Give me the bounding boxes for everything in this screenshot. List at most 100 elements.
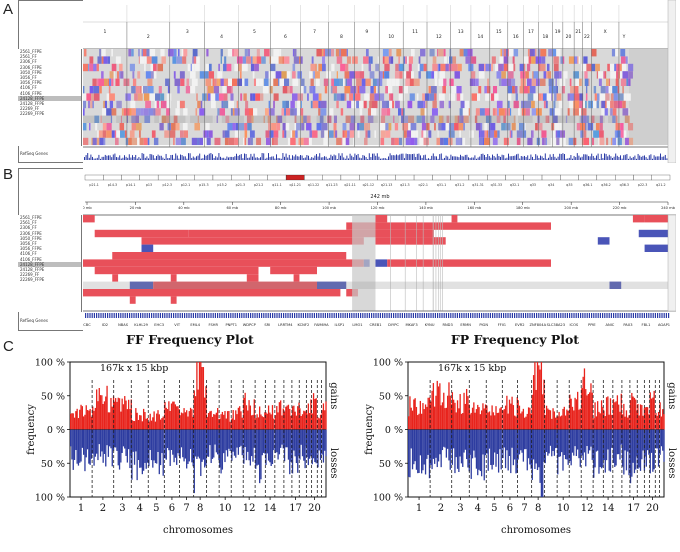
cn-segment xyxy=(587,123,594,131)
sample-name[interactable]: 22269_FF xyxy=(20,106,40,112)
sample-name[interactable]: 3056_FF xyxy=(20,74,37,80)
gains-label: gains xyxy=(328,382,339,409)
sample-name[interactable]: 24128_FFPE xyxy=(18,95,81,101)
gene-density-bar xyxy=(292,155,293,160)
gene-feature xyxy=(393,313,395,318)
sample-name[interactable]: 3050_FFPE xyxy=(20,235,42,241)
sample-name[interactable]: 2306_FF xyxy=(20,59,37,65)
gain-bar xyxy=(484,404,487,430)
gene-feature xyxy=(617,313,619,318)
sample-name[interactable]: 2306_FFPE xyxy=(20,64,42,70)
cn-segment xyxy=(125,93,131,101)
cn-segment xyxy=(355,93,361,101)
sample-name[interactable]: 2306_FF xyxy=(20,225,37,231)
cn-segment xyxy=(144,56,147,64)
cn-segment xyxy=(480,123,483,131)
cn-segment xyxy=(349,71,356,79)
sample-name[interactable]: 3056_FFPE xyxy=(20,246,42,252)
gene-density-bar xyxy=(116,157,117,160)
gene-feature xyxy=(133,313,135,318)
gene-feature xyxy=(113,313,115,318)
cn-segment xyxy=(583,137,590,146)
gene-feature xyxy=(190,313,192,318)
band-label: q21.2 xyxy=(656,183,665,187)
cn-segment xyxy=(183,108,188,116)
loss-bar xyxy=(515,429,517,474)
sample-name[interactable]: 4106_FFPE xyxy=(20,90,42,96)
sample-name[interactable]: 22269_FFPE xyxy=(20,111,45,117)
gain-bar xyxy=(594,402,596,430)
sample-name[interactable]: 24128_FFPE xyxy=(18,261,81,267)
cn-segment xyxy=(492,86,498,94)
gene-feature xyxy=(421,313,423,318)
cn-segment xyxy=(208,63,212,72)
sample-name[interactable]: 2561_FFPE xyxy=(20,215,42,220)
sample-name[interactable]: 22269_FFPE xyxy=(20,277,45,283)
cn-segment xyxy=(88,63,90,72)
gain-bar xyxy=(641,405,643,430)
sample-name[interactable]: 24128_FFPE xyxy=(20,100,45,106)
sample-name[interactable]: 2561_FF xyxy=(20,54,37,60)
cn-segment xyxy=(448,100,451,109)
cn-segment xyxy=(246,56,252,64)
cn-segment xyxy=(426,123,430,131)
cn-segment xyxy=(623,93,627,101)
cn-segment xyxy=(90,100,93,109)
sample-name[interactable]: 22269_FF xyxy=(20,272,40,278)
gene-density-bar xyxy=(109,155,111,160)
gene-feature xyxy=(478,313,480,318)
cn-segment xyxy=(485,115,492,123)
sample-name[interactable]: 4106_FF xyxy=(20,85,37,91)
gain-bar xyxy=(564,415,567,430)
sample-name[interactable]: 24128_FFPE xyxy=(20,266,45,272)
sample-name[interactable]: 3056_FFPE xyxy=(20,80,42,86)
cn-segment xyxy=(376,86,378,94)
cn-segment xyxy=(522,130,527,138)
gain-bar xyxy=(632,396,634,430)
sample-name[interactable]: 3056_FF xyxy=(20,240,37,246)
cn-segment xyxy=(116,71,120,79)
cn-segment xyxy=(541,130,547,138)
chromosome-view-b[interactable]: p21.1 p14.3 p14.1 p13 p12.3 p12.1 p15.3 p15.2 p2… xyxy=(83,168,676,331)
cn-segment xyxy=(89,123,91,131)
loss-bar xyxy=(506,429,508,451)
gain-bar xyxy=(605,397,608,430)
gain-bar xyxy=(511,396,513,430)
gain-bar xyxy=(577,391,579,430)
cn-segment xyxy=(345,115,351,123)
cn-segment xyxy=(416,93,419,101)
cn-segment xyxy=(244,137,247,146)
gene-feature xyxy=(533,313,535,318)
gain-bar xyxy=(558,411,560,430)
cn-segment xyxy=(308,137,312,146)
gene-density-bar xyxy=(256,157,258,160)
sample-name[interactable]: 4106_FFPE xyxy=(20,256,42,262)
gain-bar xyxy=(253,399,255,430)
gene-density-bar xyxy=(175,153,177,160)
chromosome-tick-label: 1 xyxy=(104,29,107,35)
gene-feature xyxy=(272,313,274,318)
gene-feature xyxy=(641,313,643,318)
cn-segment xyxy=(434,93,437,101)
gene-density-bar xyxy=(319,153,321,160)
loss-bar xyxy=(299,429,301,460)
cn-segment xyxy=(486,130,489,138)
sample-name[interactable]: 2306_FFPE xyxy=(20,230,42,236)
cn-segment xyxy=(464,100,470,109)
sample-name[interactable]: 4106_FF xyxy=(20,251,37,257)
loss-bar xyxy=(189,429,192,450)
sample-name[interactable]: 3050_FFPE xyxy=(20,69,42,75)
cn-segment xyxy=(226,63,232,72)
ideogram-band xyxy=(541,174,561,181)
sample-name[interactable]: 2561_FFPE xyxy=(20,49,42,54)
cn-segment xyxy=(197,115,199,123)
gene-density-bar xyxy=(88,157,90,160)
cn-segment xyxy=(443,137,449,146)
sample-name[interactable]: 2561_FF xyxy=(20,220,37,226)
cn-segment xyxy=(610,137,613,146)
cn-segment xyxy=(485,63,492,72)
cn-segment xyxy=(428,130,432,138)
cn-segment xyxy=(501,78,507,86)
gain-bar xyxy=(259,406,261,430)
